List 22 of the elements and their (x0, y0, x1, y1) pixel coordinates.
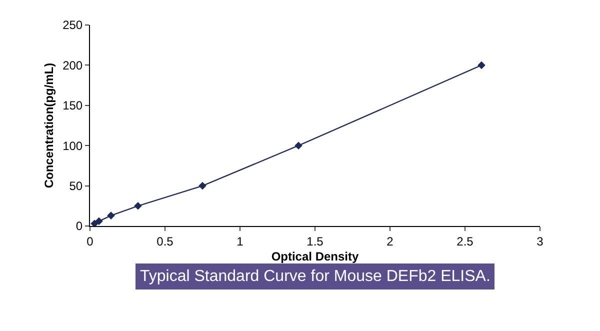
point (107, 212, 115, 220)
point (95, 217, 103, 226)
y-tick-label: 0 (76, 219, 83, 234)
x-tick-label: 0.5 (156, 234, 174, 248)
point (134, 202, 142, 210)
y-tick-label: 100 (62, 138, 83, 153)
y-tick-label: 150 (62, 98, 83, 113)
x-axis-title: Optical Density (271, 249, 360, 264)
y-axis-title: Concentration(pg/mL) (42, 62, 56, 188)
point (478, 61, 486, 70)
x-tick-label: 2.5 (456, 234, 474, 248)
x-tick-label: 2 (386, 234, 394, 248)
x-tick-label: 3 (536, 234, 544, 248)
y-tick-label: 250 (62, 18, 83, 32)
text: Typical Standard Curve for Mouse DEFb2 ELISA. (140, 268, 490, 285)
y-tick-label: 200 (62, 58, 83, 72)
x-tick-label: 0 (86, 234, 94, 248)
point (294, 142, 302, 150)
y-tick-label: 50 (69, 179, 83, 193)
point (198, 182, 206, 190)
x-tick-label: 1 (236, 234, 244, 248)
x-tick-label: 1.5 (306, 234, 324, 248)
